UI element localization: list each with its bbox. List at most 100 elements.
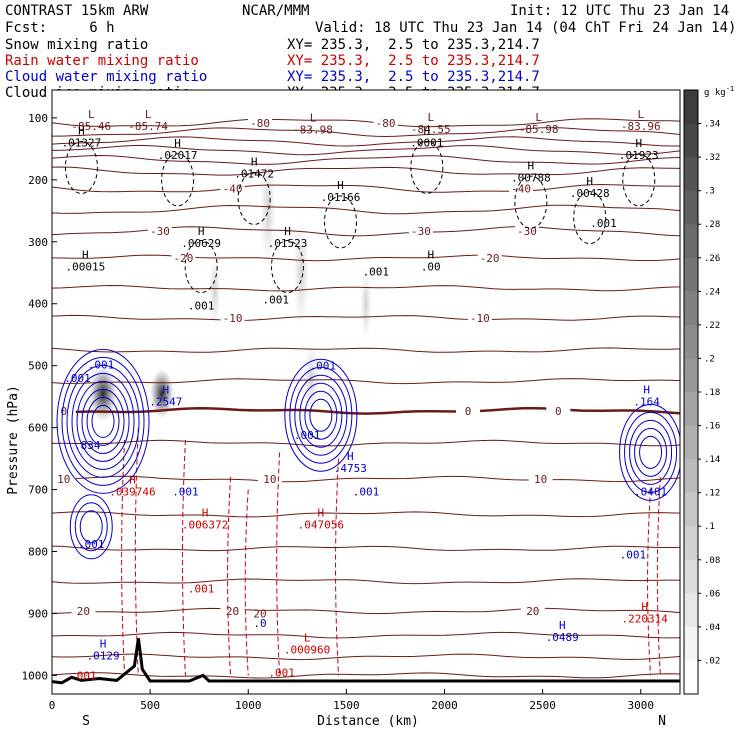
cloud-contour [304,390,338,440]
isotherm-label-bg [220,311,245,324]
cloud-contour [56,348,150,494]
isotherm [52,475,680,483]
extremum-value: .000960 [284,643,330,656]
colorbar-bin [684,157,698,192]
contour-label: .001 [188,300,215,313]
ice-contour [323,195,357,249]
extremum-value: .01472 [234,168,274,181]
extremum-symbol: H [337,179,344,192]
extremum-symbol: L [304,631,311,644]
isotherm [52,545,680,552]
isotherm-label-bg [147,225,172,238]
isotherm-label: 0 [465,405,472,418]
colorbar-unit: g kg-1 [704,85,734,98]
isotherm-label-bg [71,604,96,617]
colorbar-bin [684,224,698,259]
isotherm [52,406,680,415]
colorbar-bin [684,123,698,158]
isotherm-label-bg [520,604,545,617]
y-axis-label: Pressure (hPa) [6,385,21,495]
isotherm [52,439,680,447]
init-time: Init: 12 UTC Thu 23 Jan 14 [510,3,730,19]
extremum-value: .00629 [181,237,221,250]
extremum-value: -85.74 [128,120,168,133]
colorbar-bin [684,324,698,359]
cloud-contour [66,364,140,478]
isotherm-label-bg [257,473,282,486]
contour-label: .001 [363,266,390,279]
y-tick-label: 400 [28,298,48,311]
isotherm [52,631,680,639]
isotherm-label: -20 [480,252,500,265]
x-tick-label: 500 [140,699,160,712]
isotherm-label-bg [528,473,553,486]
ice-contour [514,175,548,229]
valid-time: Valid: 18 UTC Thu 23 Jan 14 (04 ChT Fri … [315,20,737,36]
contour-label: .001 [590,217,617,230]
colorbar-tick-label: .1 [704,522,715,532]
extremum-symbol: L [535,111,542,124]
colorbar-tick-label: .08 [704,556,720,566]
colorbar-tick-label: .22 [704,321,720,331]
isotherm-label: -10 [470,312,490,325]
x-tick-label: 1000 [235,699,262,712]
colorbar-bin [684,626,698,661]
contour-label: .0401 [634,485,667,498]
colorbar-tick-label: .02 [704,656,720,666]
isotherm [52,284,680,292]
extremum-value: .0489 [546,631,579,644]
cloud-contour [74,502,108,552]
extremum-value: .047056 [298,518,344,531]
cloud-contour [294,374,348,456]
isotherm [52,653,680,661]
colorbar-tick-label: .34 [704,120,720,130]
extremum-symbol: L [145,108,152,121]
y-tick-label: 200 [28,174,48,187]
cloud-contour [639,435,663,469]
extremum-value: -83.96 [621,120,661,133]
extremum-value: .039746 [109,485,155,498]
isotherm [52,183,680,193]
isotherm-label-bg [248,116,273,129]
colorbar-bin [684,257,698,292]
ice-contour [271,240,304,294]
cloud-contour [634,427,668,477]
rain-contour [656,477,661,676]
y-tick-label: 600 [28,422,48,435]
isotherm-label: -30 [150,225,170,238]
contour-label: .834 [74,439,101,452]
extremum-symbol: L [88,108,95,121]
isotherm [52,144,680,156]
colorbar-tick-label: .04 [704,623,720,633]
ice-contour [237,171,271,225]
extremum-symbol: H [251,156,258,169]
contour-label: .001 [262,293,289,306]
extremum-value: .220314 [621,612,668,625]
x-tick-label: 0 [49,699,56,712]
isotherm-label: 20 [77,605,90,618]
extremum-symbol: H [643,384,650,397]
isotherm [52,511,680,518]
cloud-contour [61,356,145,486]
plot-frame [51,89,681,695]
rain-contour [244,489,249,676]
snow-shading [260,155,276,267]
isotherm-label: -40 [511,182,531,195]
extremum-value: -83.98 [293,124,333,137]
y-tick-label: 700 [28,484,48,497]
y-tick-label: 300 [28,236,48,249]
contour-label: .001 [188,583,215,596]
contour-label: .001 [620,549,647,562]
cloud-contour [91,404,115,438]
ice-contour [622,153,656,207]
extremum-value: .00015 [65,261,105,274]
x-tick-label: 3000 [628,699,655,712]
ice-contour [64,140,98,194]
extremum-value: .0001 [410,137,443,150]
isotherm [52,314,680,321]
extremum-value: .00 [421,261,441,274]
legend-rain-label: Rain water mixing ratio [5,53,199,69]
extremum-value: .0129 [86,650,119,663]
